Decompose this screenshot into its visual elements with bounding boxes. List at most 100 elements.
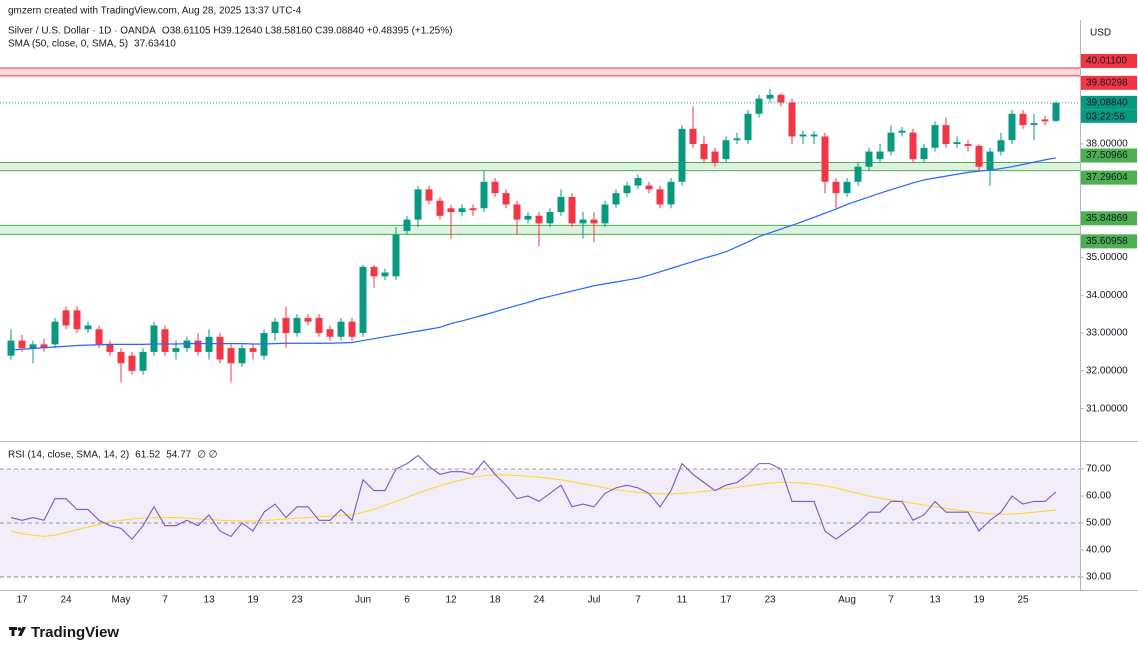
attribution: gmzern created with TradingView.com, Aug… <box>8 6 302 17</box>
candle-body <box>458 208 466 213</box>
candle-body <box>546 212 554 224</box>
candle-body <box>590 219 598 224</box>
candle-body <box>348 321 356 337</box>
y-tick-label: 60.00 <box>1086 491 1111 502</box>
x-tick-label: 13 <box>203 595 215 606</box>
candle-body <box>909 132 917 160</box>
y-tick-label: 38.00000 <box>1086 139 1128 150</box>
candle-body <box>315 317 323 334</box>
zone-tag-box <box>1081 234 1137 249</box>
sma-line <box>10 157 1057 351</box>
candle-body <box>106 344 114 352</box>
candle-body <box>920 147 928 160</box>
candle-body <box>447 208 455 213</box>
candle-body <box>282 317 290 334</box>
indicator-extra: ∅ ∅ <box>197 450 217 461</box>
candle-body <box>579 219 587 224</box>
candle-body <box>1019 113 1027 126</box>
x-tick-label: Aug <box>838 595 856 606</box>
x-tick-label: May <box>112 595 131 606</box>
candle-body <box>711 151 719 163</box>
x-tick-label: 24 <box>60 595 72 606</box>
candle-body <box>876 151 884 160</box>
candle-body <box>744 113 752 141</box>
candle-body <box>513 204 521 220</box>
candle-body <box>480 181 488 209</box>
x-tick-label: 13 <box>929 595 941 606</box>
candle-body <box>777 94 785 103</box>
candle-body <box>623 185 631 194</box>
candle-body <box>502 193 510 205</box>
candle-body <box>832 181 840 194</box>
candle-body <box>733 138 741 141</box>
candle-body <box>843 181 851 194</box>
zone-tag: 37.50966 <box>1086 150 1128 161</box>
candle-body <box>117 351 125 364</box>
candle-body <box>689 128 697 144</box>
indicator-value: 61.52 <box>135 450 160 461</box>
zone-tag: 40.01100 <box>1086 56 1127 67</box>
candle-body <box>1041 119 1049 122</box>
x-tick-label: 23 <box>764 595 776 606</box>
y-tick-label: 50.00 <box>1086 518 1111 529</box>
rsi-line <box>10 474 1057 538</box>
countdown: 03:22:56 <box>1086 111 1125 122</box>
candle-body <box>216 336 224 360</box>
candle-body <box>436 200 444 216</box>
y-tick-label: 33.00000 <box>1086 328 1128 339</box>
candle-body <box>766 94 774 99</box>
candle-body <box>51 321 59 345</box>
x-tick-label: 18 <box>489 595 501 606</box>
candle-body <box>73 310 81 330</box>
candle-body <box>403 219 411 231</box>
y-tick-label: 35.00000 <box>1086 252 1128 263</box>
x-tick-label: 24 <box>533 595 545 606</box>
zone-tag-box <box>1081 148 1137 163</box>
candle-body <box>1008 113 1016 141</box>
candle-body <box>821 136 829 182</box>
candle-body <box>425 189 433 201</box>
candle-body <box>40 344 48 349</box>
zone <box>0 162 1080 171</box>
x-tick-label: 11 <box>677 595 688 606</box>
candle-body <box>887 132 895 152</box>
zone-tag-box <box>1081 211 1137 226</box>
candle-body <box>612 193 620 205</box>
candle-body <box>337 321 345 337</box>
candle-body <box>128 355 136 371</box>
ohlc-values: O38.61105 H39.12640 L38.58160 C39.08840 … <box>162 26 453 37</box>
brand-logo <box>9 627 26 636</box>
candle-body <box>524 215 532 220</box>
candle-body <box>161 329 169 352</box>
x-tick-label: 7 <box>888 595 894 606</box>
candle-body <box>667 181 675 205</box>
candle-body <box>326 329 334 337</box>
candle-body <box>788 102 796 137</box>
candle-body <box>194 340 202 352</box>
x-tick-label: 17 <box>720 595 732 606</box>
candle-body <box>953 142 961 144</box>
candle-body <box>227 348 235 364</box>
candle-body <box>392 234 400 277</box>
zone-tag-box <box>1081 75 1137 90</box>
candle-body <box>18 340 26 349</box>
x-tick-label: 6 <box>404 595 410 606</box>
x-tick-label: 12 <box>445 595 457 606</box>
candle-body <box>293 317 301 334</box>
x-tick-label: 7 <box>635 595 641 606</box>
x-tick-label: 17 <box>16 595 28 606</box>
candle-body <box>601 204 609 224</box>
indicator-name: SMA (50, close, 0, SMA, 5) <box>8 39 128 50</box>
candle-body <box>645 185 653 190</box>
candle-body <box>359 266 367 334</box>
y-tick-label: 31.00000 <box>1086 403 1128 414</box>
candle-body <box>271 321 279 334</box>
candle-body <box>964 143 972 146</box>
zone-tag-box <box>1081 53 1137 68</box>
candle-body <box>304 317 312 322</box>
candle-body <box>249 348 257 352</box>
candle-body <box>414 189 422 220</box>
candle-body <box>557 196 565 213</box>
candle-body <box>62 310 70 326</box>
